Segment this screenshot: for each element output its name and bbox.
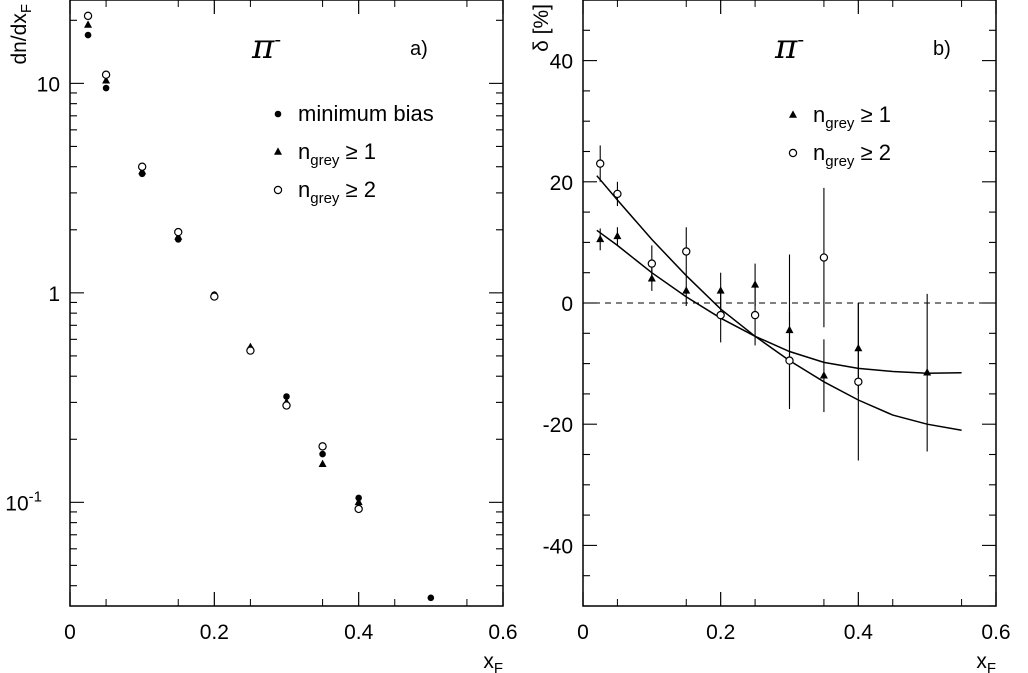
panel-a-point-s1-1 bbox=[84, 31, 92, 39]
panel-b-point-s2-8 bbox=[819, 253, 829, 262]
panel-b-xtick-label-4: 0.6 bbox=[981, 621, 1010, 644]
panel-a-point-s3-5 bbox=[210, 292, 219, 301]
panel-b-x-axis-label: xF bbox=[976, 650, 996, 673]
panel-a-y-axis-label: dn/dxF bbox=[8, 4, 35, 65]
panel-b-legend-label-2: ngrey ≥ 2 bbox=[813, 140, 891, 170]
panel-b-fit-curve-2 bbox=[596, 175, 962, 432]
panel-b-series-2 bbox=[596, 145, 863, 461]
panel-b-panel-tag: b) bbox=[933, 38, 951, 60]
panel-b-point-s1-6 bbox=[751, 280, 760, 288]
panel-b-point-s1-1 bbox=[596, 234, 605, 243]
panel-b-ytick-label-2: 20 bbox=[550, 172, 573, 195]
panel-a-point-s2-2 bbox=[102, 76, 111, 84]
panel-b-legend-marker-1 bbox=[789, 110, 797, 118]
panel-b-xtick-label-2: 0.2 bbox=[706, 621, 735, 644]
panel-a-legend-label-1: minimum bias bbox=[298, 101, 434, 126]
panel-a-legend-label-3: ngrey ≥ 2 bbox=[298, 177, 376, 207]
panel-a-point-s1-7 bbox=[283, 393, 290, 400]
panel-a-point-s1-2 bbox=[102, 84, 110, 92]
panel-a-point-s3-8 bbox=[318, 442, 327, 451]
panel-b-point-s2-4 bbox=[682, 247, 691, 256]
panel-b-point-s2-1 bbox=[596, 159, 605, 168]
panel-b-point-s2-2 bbox=[613, 189, 622, 199]
panel-b-ytick-label-3: 0 bbox=[561, 293, 573, 316]
panel-b-y-axis-label: δ [%] bbox=[530, 4, 553, 52]
panel-a-xtick-label-2: 0.2 bbox=[200, 621, 229, 644]
panel-b-point-s2-6 bbox=[750, 310, 760, 320]
panel-a-panel-tag: a) bbox=[410, 38, 428, 60]
panel-a-frame bbox=[69, 0, 504, 607]
panel-a-point-s3-9 bbox=[354, 504, 363, 514]
panel-b-ytick-label-1: 40 bbox=[550, 51, 573, 74]
panel-b-xtick-label-3: 0.4 bbox=[844, 621, 874, 644]
panel-a-point-s3-4 bbox=[174, 227, 183, 237]
panel-b-legend-marker-2 bbox=[788, 148, 798, 158]
panel-a-ytick-label-3: 10-1 bbox=[5, 488, 42, 515]
panel-b-xtick-label-1: 0 bbox=[577, 621, 589, 644]
panel-a-point-s2-8 bbox=[318, 459, 327, 468]
panel-a-point-s3-1 bbox=[83, 11, 93, 21]
panel-a-point-s2-1 bbox=[84, 20, 93, 28]
panel-a-x-axis-label: xF bbox=[483, 650, 503, 673]
panel-a-xtick-label-4: 0.6 bbox=[488, 621, 517, 644]
panel-a-legend-marker-2 bbox=[274, 147, 282, 155]
panel-a-ytick-label-2: 1 bbox=[48, 283, 60, 306]
panel-b-point-s1-8 bbox=[819, 371, 828, 379]
panel-a-point-s3-3 bbox=[137, 162, 147, 171]
panel-a-point-s3-2 bbox=[101, 70, 111, 79]
panel-a: 0 0.2 0.4 0.6 10 1 10-1 xF dn/dxF π-a) minimum bia… bbox=[5, 0, 518, 673]
panel-a-legend-marker-3 bbox=[273, 185, 283, 195]
panel-a-point-s2-9 bbox=[354, 497, 363, 506]
panel-a-xtick-label-1: 0 bbox=[64, 621, 76, 644]
panel-b: 0 0.2 0.4 0.6 40 20 0 -20 -40 xF δ [%] π-b) ngrey ≥ … bbox=[530, 0, 1011, 673]
panel-a-point-s3-6 bbox=[246, 346, 255, 355]
panel-b-legend-label-1: ngrey ≥ 1 bbox=[813, 102, 891, 132]
panel-a-legend-label-2: ngrey ≥ 1 bbox=[298, 139, 376, 169]
panel-b-point-s2-3 bbox=[647, 259, 657, 268]
panel-a-point-s3-7 bbox=[282, 401, 291, 410]
panel-b-ytick-label-4: -20 bbox=[543, 414, 573, 437]
panel-b-point-s2-5 bbox=[716, 310, 725, 320]
panel-a-series-3 bbox=[83, 11, 363, 514]
panel-a-legend-marker-1 bbox=[274, 110, 282, 118]
panel-b-point-s1-10 bbox=[923, 368, 932, 376]
panel-a-series-2 bbox=[84, 20, 363, 506]
panel-a-xtick-label-3: 0.4 bbox=[344, 621, 374, 644]
panel-b-particle-label: π- bbox=[774, 27, 804, 67]
panel-a-point-s1-10 bbox=[427, 594, 435, 602]
panel-a-ytick-label-1: 10 bbox=[37, 73, 60, 96]
panel-b-point-s2-9 bbox=[854, 377, 863, 386]
panel-b-fit-curve-1 bbox=[596, 229, 962, 375]
panel-b-point-s2-7 bbox=[785, 356, 794, 365]
panel-b-point-s1-4 bbox=[682, 286, 691, 294]
panel-a-point-s1-8 bbox=[319, 450, 326, 458]
panel-b-point-s1-2 bbox=[613, 231, 622, 240]
panel-a-particle-label: π- bbox=[251, 27, 281, 67]
panel-b-ytick-label-5: -40 bbox=[543, 535, 573, 558]
